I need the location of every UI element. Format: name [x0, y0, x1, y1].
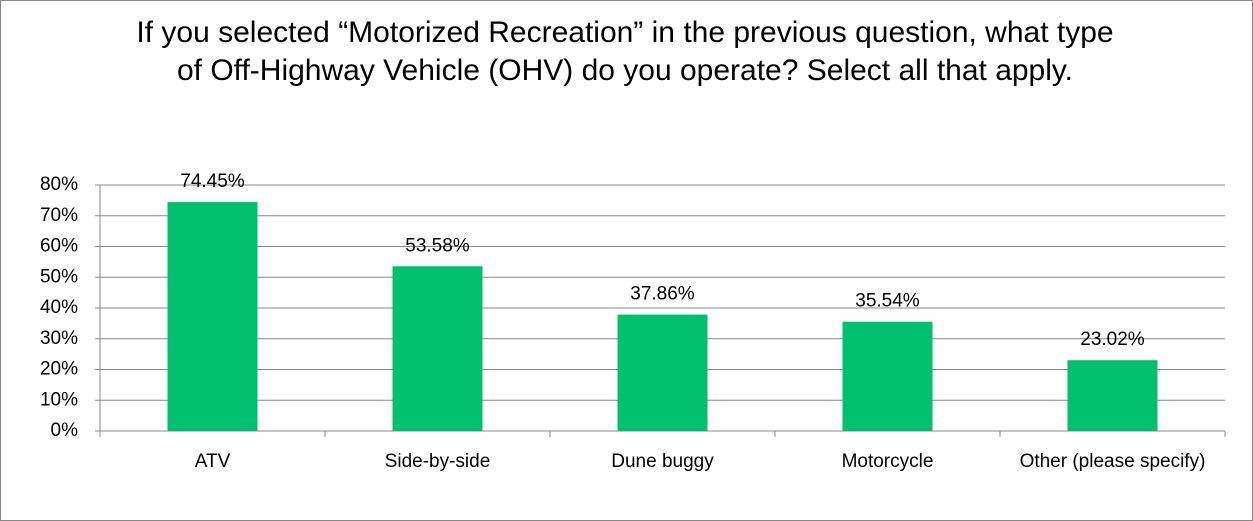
y-tick-label: 50%: [40, 266, 78, 287]
y-tick-label: 40%: [40, 297, 78, 318]
chart-title: If you selected “Motorized Recreation” i…: [136, 16, 1114, 87]
bar: [167, 202, 258, 431]
x-tick-label: Other (please specify): [1019, 451, 1206, 472]
y-tick-label: 30%: [40, 328, 78, 349]
y-tick-label: 80%: [40, 174, 78, 195]
x-tick-label: Side-by-side: [384, 451, 491, 472]
data-label: 35.54%: [855, 291, 920, 312]
y-tick-label: 10%: [40, 389, 78, 410]
y-tick-label: 0%: [51, 420, 79, 441]
x-tick-label: ATV: [194, 451, 231, 472]
bar: [1067, 360, 1158, 431]
bar: [617, 314, 708, 431]
x-tick-label: Dune buggy: [611, 451, 714, 472]
y-tick-label: 70%: [40, 205, 78, 226]
data-label: 23.02%: [1080, 329, 1145, 350]
bar: [842, 321, 933, 431]
x-tick-label: Motorcycle: [841, 451, 934, 472]
bar: [392, 266, 483, 431]
data-label: 53.58%: [405, 235, 470, 256]
y-tick-label: 60%: [40, 236, 78, 257]
data-label: 74.45%: [180, 171, 245, 192]
y-tick-label: 20%: [40, 359, 78, 380]
data-label: 37.86%: [630, 284, 695, 305]
